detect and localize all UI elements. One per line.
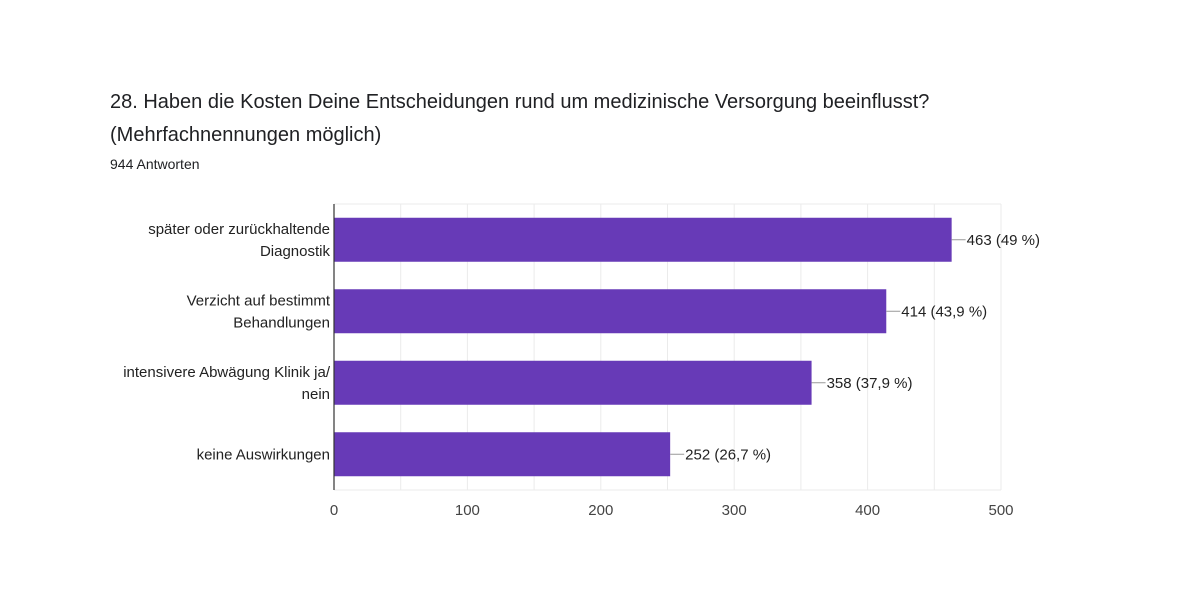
response-count: 944 Antworten bbox=[110, 156, 200, 172]
category-label: intensivere Abwägung Klinik ja/ bbox=[123, 364, 331, 381]
x-tick-label: 0 bbox=[330, 502, 338, 519]
category-label: Verzicht auf bestimmt bbox=[187, 292, 331, 309]
category-label: später oder zurückhaltende bbox=[148, 221, 330, 238]
bar bbox=[334, 217, 952, 262]
x-tick-label: 300 bbox=[722, 502, 747, 519]
x-tick-label: 100 bbox=[455, 502, 480, 519]
data-label: 414 (43,9 %) bbox=[901, 303, 987, 320]
bar bbox=[334, 360, 812, 405]
chart-title: 28. Haben die Kosten Deine Entscheidunge… bbox=[110, 91, 930, 146]
bar bbox=[334, 289, 887, 334]
category-label: nein bbox=[302, 386, 330, 403]
category-label: Behandlungen bbox=[233, 314, 330, 331]
data-label: 252 (26,7 %) bbox=[685, 446, 771, 463]
x-tick-label: 400 bbox=[855, 502, 880, 519]
data-label: 358 (37,9 %) bbox=[827, 375, 913, 392]
x-tick-label: 500 bbox=[988, 502, 1013, 519]
bar bbox=[334, 432, 671, 477]
x-tick-label: 200 bbox=[588, 502, 613, 519]
category-label: Diagnostik bbox=[260, 243, 331, 260]
data-label: 463 (49 %) bbox=[967, 232, 1040, 249]
category-label: keine Auswirkungen bbox=[197, 446, 330, 463]
